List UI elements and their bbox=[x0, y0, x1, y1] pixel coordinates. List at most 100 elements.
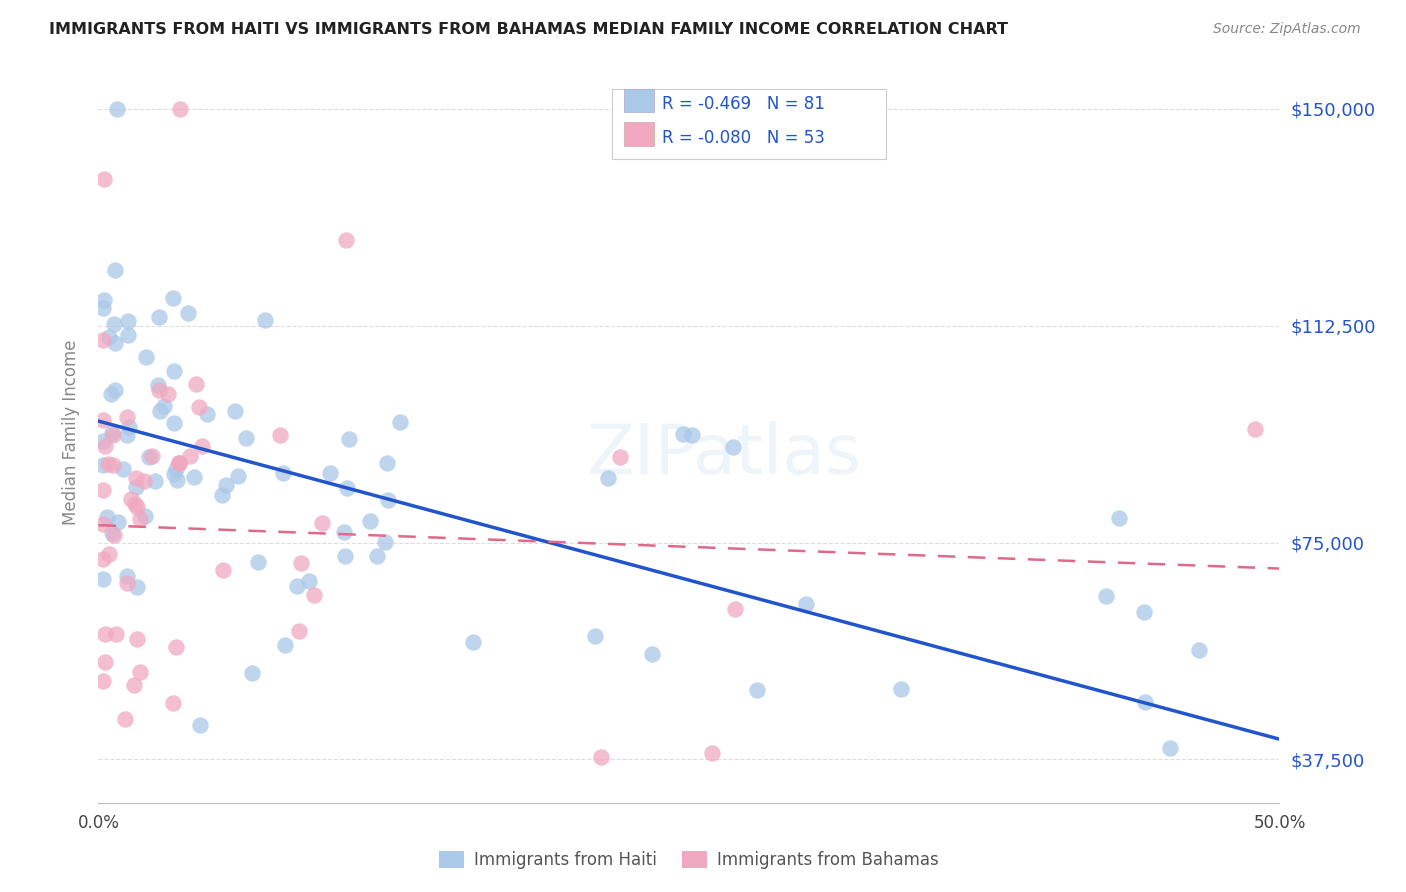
Text: R = -0.080   N = 53: R = -0.080 N = 53 bbox=[662, 129, 825, 147]
Point bbox=[335, 233, 357, 247]
Text: IMMIGRANTS FROM HAITI VS IMMIGRANTS FROM BAHAMAS MEDIAN FAMILY INCOME CORRELATIO: IMMIGRANTS FROM HAITI VS IMMIGRANTS FROM… bbox=[49, 22, 1008, 37]
Point bbox=[91, 301, 114, 315]
Point bbox=[118, 420, 141, 434]
Point bbox=[114, 712, 136, 726]
Point bbox=[375, 457, 398, 471]
Point bbox=[186, 377, 208, 392]
Point bbox=[117, 328, 139, 343]
Point bbox=[135, 350, 157, 364]
Point bbox=[747, 683, 769, 698]
Point bbox=[211, 563, 233, 577]
Point bbox=[134, 508, 156, 523]
Point bbox=[103, 317, 125, 331]
Point bbox=[169, 102, 191, 116]
Point bbox=[302, 588, 325, 602]
Point bbox=[91, 434, 114, 448]
Point bbox=[101, 425, 124, 440]
Point bbox=[125, 480, 148, 494]
Point bbox=[93, 172, 115, 186]
Point bbox=[165, 640, 187, 655]
Point bbox=[253, 312, 276, 326]
Point bbox=[609, 450, 631, 464]
Point bbox=[273, 639, 295, 653]
Point bbox=[169, 456, 191, 470]
Point bbox=[177, 305, 200, 319]
Point bbox=[166, 474, 188, 488]
Point bbox=[214, 478, 236, 492]
Point bbox=[149, 404, 172, 418]
Point bbox=[91, 334, 114, 348]
Point bbox=[146, 378, 169, 392]
Point bbox=[288, 624, 311, 638]
Point bbox=[700, 746, 723, 760]
Point bbox=[187, 401, 209, 415]
Point bbox=[585, 629, 607, 643]
Point bbox=[125, 500, 148, 514]
Point bbox=[366, 549, 388, 563]
Point bbox=[91, 572, 114, 586]
Point bbox=[98, 547, 121, 561]
Point bbox=[162, 291, 184, 305]
Point bbox=[183, 470, 205, 484]
Point bbox=[374, 535, 396, 549]
Point bbox=[333, 525, 356, 540]
Point bbox=[91, 413, 114, 427]
Point bbox=[596, 471, 619, 485]
Point bbox=[103, 458, 125, 473]
Point bbox=[190, 439, 212, 453]
Point bbox=[890, 681, 912, 696]
Point bbox=[211, 488, 233, 502]
Point bbox=[134, 475, 156, 489]
Point bbox=[143, 474, 166, 488]
Point bbox=[104, 335, 127, 350]
Point bbox=[104, 384, 127, 398]
Point bbox=[105, 102, 128, 116]
Point bbox=[179, 449, 201, 463]
Point bbox=[91, 483, 114, 497]
Point bbox=[115, 428, 138, 442]
Point bbox=[138, 450, 160, 464]
Text: R = -0.469   N = 81: R = -0.469 N = 81 bbox=[662, 95, 825, 113]
Point bbox=[148, 310, 170, 324]
Point bbox=[724, 601, 747, 615]
Point bbox=[148, 383, 170, 397]
Point bbox=[93, 458, 115, 472]
Point bbox=[162, 696, 184, 710]
Point bbox=[681, 427, 703, 442]
Text: ZIPatlas: ZIPatlas bbox=[586, 421, 862, 488]
Point bbox=[224, 403, 246, 417]
Point bbox=[188, 718, 211, 732]
Point bbox=[271, 466, 294, 480]
Point bbox=[129, 512, 152, 526]
Point bbox=[101, 525, 124, 540]
Point bbox=[97, 457, 120, 471]
Point bbox=[163, 416, 186, 430]
Point bbox=[156, 386, 179, 401]
Point bbox=[124, 498, 146, 512]
Point bbox=[117, 313, 139, 327]
Point bbox=[153, 399, 176, 413]
Point bbox=[389, 416, 412, 430]
Point bbox=[91, 673, 114, 688]
Point bbox=[333, 549, 356, 563]
Point bbox=[1108, 511, 1130, 525]
Point bbox=[91, 552, 114, 566]
Point bbox=[1159, 740, 1181, 755]
Point bbox=[461, 634, 484, 648]
Point bbox=[120, 492, 142, 507]
Point bbox=[672, 427, 695, 442]
Point bbox=[115, 410, 138, 425]
Point bbox=[298, 574, 321, 589]
Point bbox=[285, 579, 308, 593]
Point bbox=[165, 461, 187, 475]
Point bbox=[98, 330, 121, 344]
Legend: Immigrants from Haiti, Immigrants from Bahamas: Immigrants from Haiti, Immigrants from B… bbox=[433, 845, 945, 876]
Point bbox=[93, 293, 115, 307]
Text: Source: ZipAtlas.com: Source: ZipAtlas.com bbox=[1213, 22, 1361, 37]
Point bbox=[337, 432, 360, 446]
Point bbox=[122, 678, 145, 692]
Point bbox=[794, 597, 817, 611]
Point bbox=[125, 632, 148, 646]
Point bbox=[319, 466, 342, 480]
Point bbox=[104, 263, 127, 277]
